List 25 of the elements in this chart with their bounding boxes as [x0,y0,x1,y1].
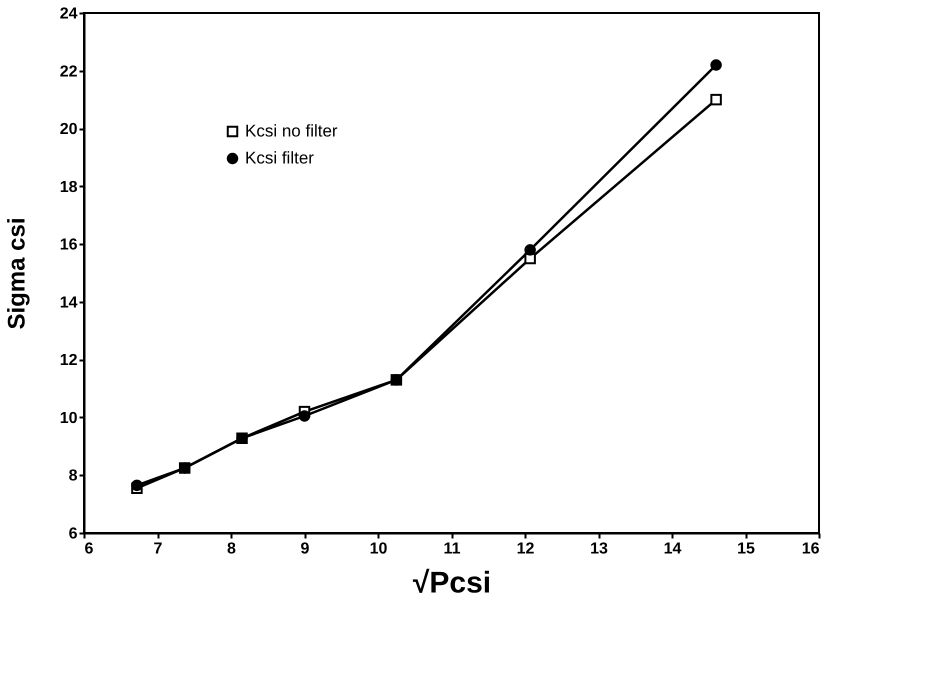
y-tick-label: 22 [60,63,78,80]
x-tick-label: 7 [154,540,163,558]
y-tick-label: 14 [60,294,78,312]
y-tick-label: 18 [60,178,78,196]
y-tick-label: 10 [60,410,78,427]
x-tick-label: 6 [84,540,94,558]
y-tick-label: 8 [68,468,78,485]
x-tick-label: 15 [737,540,755,558]
y-tick-label: 20 [60,121,78,138]
x-tick-label: 8 [227,540,236,558]
x-tick-label: 11 [444,540,461,558]
legend-label: Kcsi no filter [245,122,338,140]
x-tick-label: 10 [370,540,388,558]
y-tick-label: 6 [68,526,78,542]
y-tick-label: 24 [60,6,78,22]
x-tick-label: 9 [300,540,310,558]
x-axis-title: √Pcsi [412,566,492,600]
legend-label: Kcsi filter [245,148,314,168]
x-tick-label: 12 [516,540,534,558]
y-tick-label: 12 [60,352,78,370]
y-axis-title: Sigma csi [4,217,31,330]
x-tick-label: 13 [590,540,608,558]
y-tick-label: 16 [60,236,78,254]
x-tick-label: 14 [664,540,682,558]
x-tick-label: 16 [802,540,820,558]
